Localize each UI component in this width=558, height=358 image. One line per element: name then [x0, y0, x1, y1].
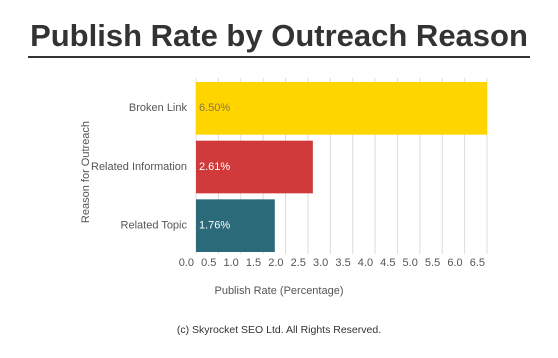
x-tick-label: 1.0 — [223, 257, 238, 269]
value-label: 1.76% — [199, 220, 230, 232]
x-tick-label: 6.0 — [447, 257, 462, 269]
x-tick-label: 3.0 — [313, 257, 328, 269]
y-tick-label: Related Topic — [121, 220, 188, 232]
x-axis-label: Publish Rate (Percentage) — [214, 285, 343, 297]
footer: (c) Skyrocket SEO Ltd. All Rights Reserv… — [177, 324, 381, 336]
chart-title: Publish Rate by Outreach Reason — [30, 18, 528, 53]
x-tick-label: 0.0 — [179, 257, 194, 269]
x-tick-label: 2.5 — [291, 257, 306, 269]
x-tick-label: 0.5 — [201, 257, 216, 269]
x-tick-label: 1.5 — [246, 257, 261, 269]
x-tick-label: 4.0 — [358, 257, 373, 269]
x-tick-label: 5.0 — [403, 257, 418, 269]
bar — [196, 82, 487, 135]
x-tick-label: 2.0 — [268, 257, 283, 269]
y-tick-label: Broken Link — [129, 102, 188, 114]
value-label: 2.61% — [199, 161, 230, 173]
x-tick-label: 5.5 — [425, 257, 440, 269]
x-tick-label: 3.5 — [335, 257, 350, 269]
x-tick-label: 6.5 — [470, 257, 485, 269]
bar — [196, 199, 275, 252]
x-tick-label: 4.5 — [380, 257, 395, 269]
value-label: 6.50% — [199, 102, 230, 114]
y-tick-label: Related Information — [91, 161, 187, 173]
bar — [196, 140, 313, 194]
y-axis-label: Reason for Outreach — [80, 121, 92, 223]
